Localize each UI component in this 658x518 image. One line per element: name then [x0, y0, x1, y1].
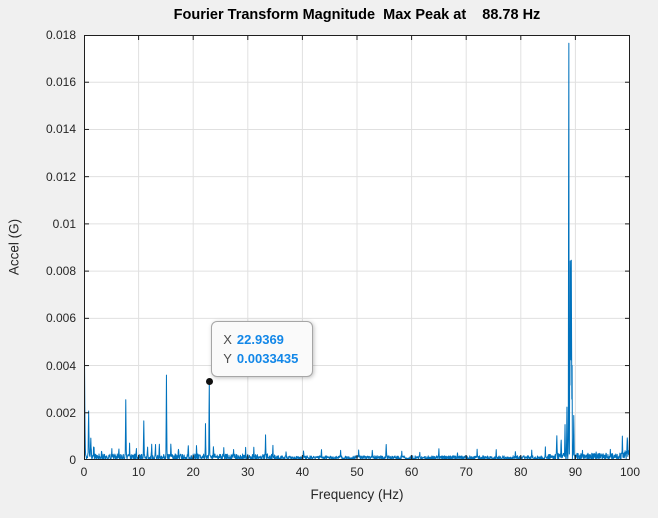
y-tick-label: 0.012 — [45, 169, 76, 184]
x-tick-label: 0 — [80, 465, 88, 479]
datatip-y-label: Y — [223, 351, 232, 367]
plot-area[interactable] — [84, 35, 630, 460]
datatip-y-row: Y 0.0033435 — [223, 349, 298, 368]
x-tick-label: 50 — [350, 465, 364, 479]
y-tick-label: 0.01 — [52, 216, 76, 231]
x-tick-label: 90 — [568, 465, 583, 479]
plot-title: Fourier Transform Magnitude Max Peak at … — [173, 7, 541, 23]
x-tick-label: 10 — [131, 465, 146, 479]
x-tick-label: 30 — [241, 465, 255, 479]
y-tick-label: 0.002 — [45, 405, 76, 420]
plot-canvas[interactable] — [84, 35, 630, 460]
y-tick-label: 0 — [69, 453, 76, 467]
datatip[interactable]: X 22.9369 Y 0.0033435 — [211, 321, 314, 378]
axis-tick-marks — [84, 35, 630, 460]
x-tick-label: 70 — [459, 465, 473, 479]
datatip-marker[interactable] — [205, 377, 213, 385]
datatip-y-value: 0.0033435 — [236, 351, 299, 367]
x-tick-label: 60 — [404, 465, 419, 479]
y-tick-label: 0.008 — [45, 264, 76, 279]
x-tick-label: 20 — [186, 465, 200, 479]
x-tick-label: 40 — [295, 465, 310, 479]
y-tick-label: 0.016 — [45, 75, 76, 90]
datatip-x-row: X 22.9369 — [223, 330, 298, 349]
x-axis-label: Frequency (Hz) — [310, 487, 404, 502]
y-tick-label: 0.004 — [45, 358, 76, 373]
y-tick-label: 0.018 — [45, 28, 76, 42]
y-tick-label: 0.014 — [45, 122, 76, 137]
y-tick-label: 0.006 — [45, 311, 76, 326]
x-tick-label: 100 — [619, 465, 641, 479]
datatip-x-value: 22.9369 — [236, 332, 284, 348]
x-tick-label: 80 — [514, 465, 528, 479]
axes-box — [84, 35, 630, 460]
datatip-x-label: X — [223, 332, 232, 348]
grid-lines — [84, 35, 630, 460]
